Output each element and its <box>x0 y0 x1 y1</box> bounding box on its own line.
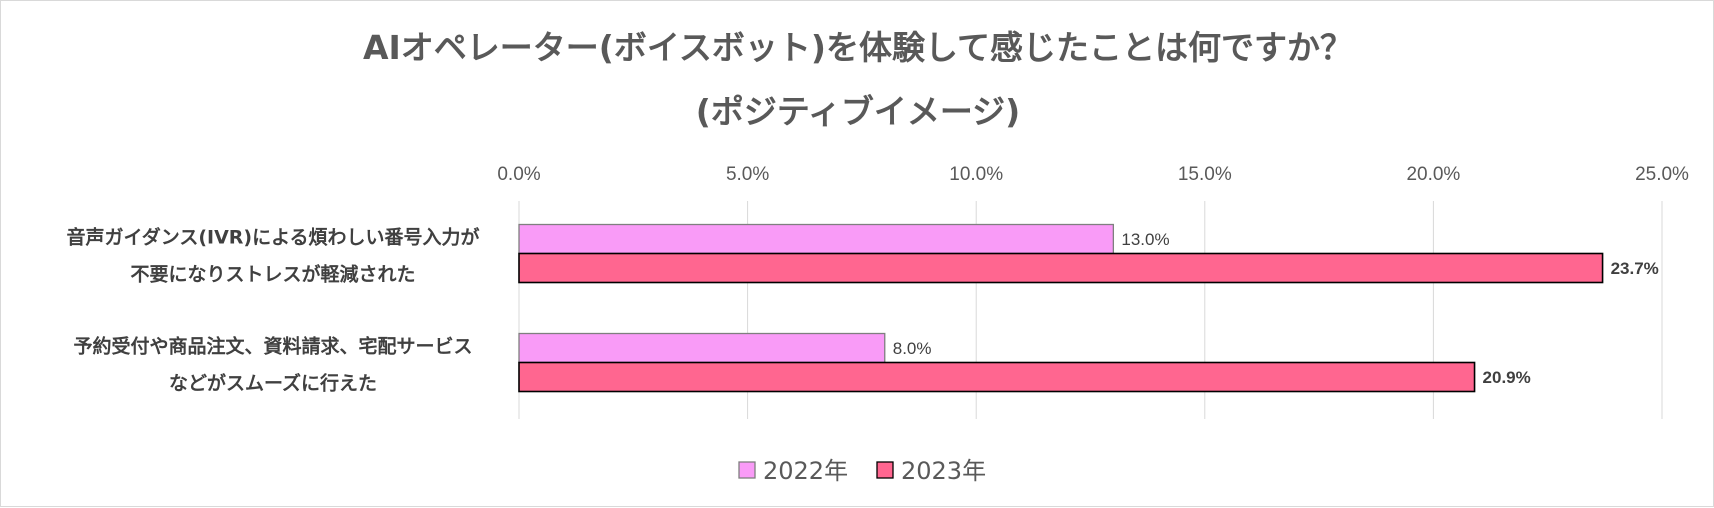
bars <box>518 223 1604 393</box>
bar-2023年-0 <box>518 252 1604 284</box>
legend-swatch-2022年 <box>738 461 756 479</box>
data-labels: 13.0% 23.7% 8.0% 20.9% <box>893 230 1659 387</box>
legend: 2022年 2023年 <box>738 457 986 485</box>
x-tick-label: 5.0% <box>726 164 769 185</box>
category-labels: 音声ガイダンス(IVR)による煩わしい番号入力が不要になりストレスが軽減された予… <box>66 226 479 395</box>
legend-label: 2022年 <box>763 457 848 485</box>
x-tick-label: 15.0% <box>1178 164 1232 185</box>
data-label: 20.9% <box>1483 368 1531 387</box>
data-label: 8.0% <box>893 339 932 358</box>
data-label: 13.0% <box>1121 230 1169 249</box>
x-tick-label: 25.0% <box>1635 164 1689 185</box>
x-axis-ticks: 0.0% 5.0% 10.0% 15.0% 20.0% 25.0% <box>497 164 1689 185</box>
bar-2022年-0 <box>518 223 1115 255</box>
category-label: などがスムーズに行えた <box>169 372 377 395</box>
legend-label: 2023年 <box>901 457 986 485</box>
category-label: 予約受付や商品注文、資料請求、宅配サービス <box>73 335 472 358</box>
x-tick-label: 10.0% <box>949 164 1003 185</box>
x-tick-label: 20.0% <box>1406 164 1460 185</box>
category-label: 不要になりストレスが軽減された <box>130 263 415 286</box>
x-tick-label: 0.0% <box>497 164 540 185</box>
chart-subtitle: (ポジティブイメージ) <box>696 92 1021 131</box>
category-label: 音声ガイダンス(IVR)による煩わしい番号入力が <box>66 226 479 249</box>
legend-swatch-2023年 <box>876 461 894 479</box>
bar-2023年-1 <box>518 361 1476 393</box>
bar-2022年-1 <box>518 332 886 364</box>
chart-title: AIオペレーター(ボイスボット)を体験して感じたことは何ですか？ <box>363 28 1353 67</box>
data-label: 23.7% <box>1611 259 1659 278</box>
